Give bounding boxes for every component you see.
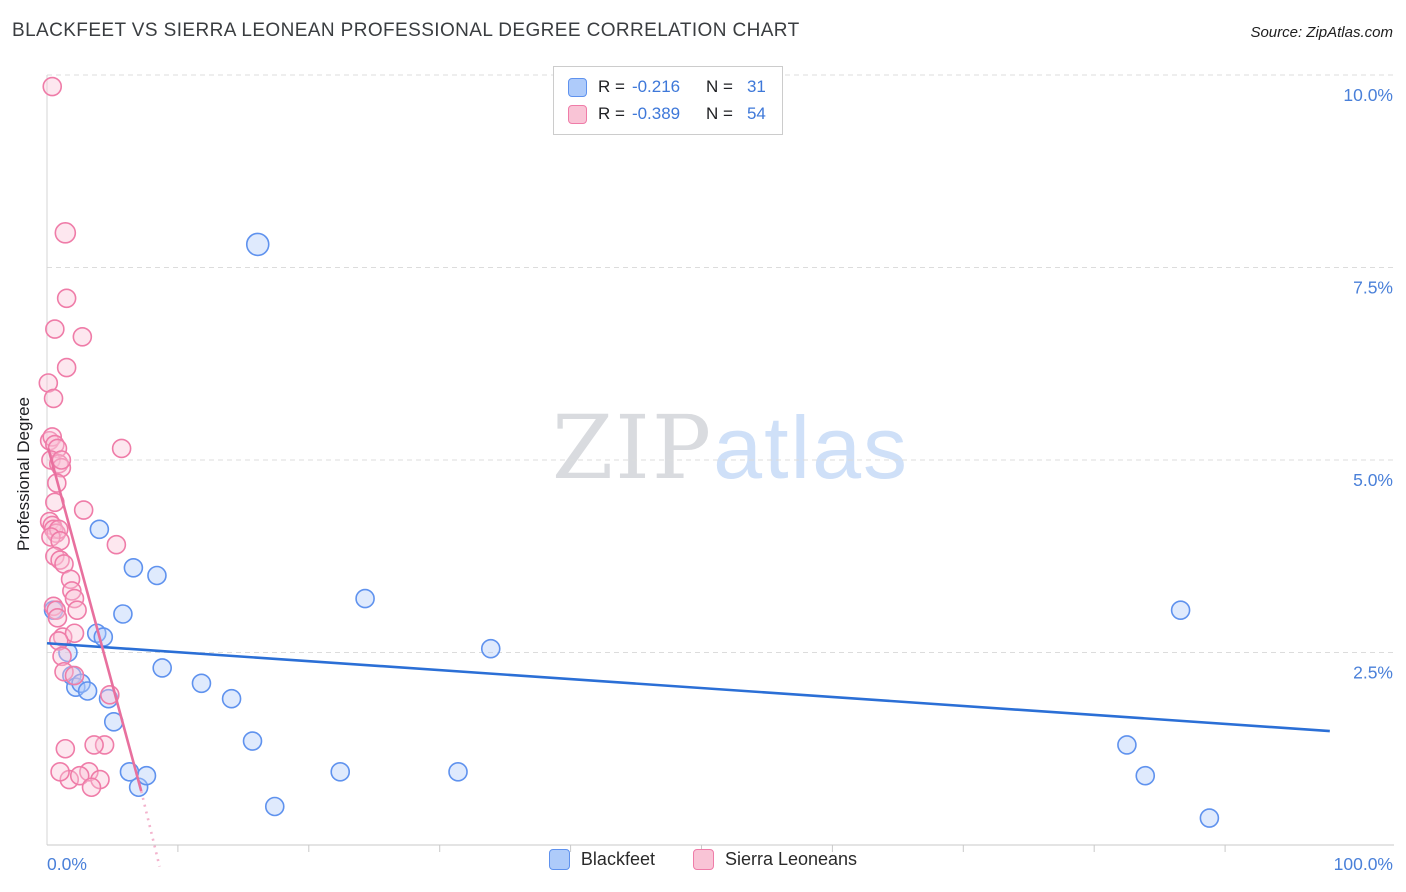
data-point-blackfeet xyxy=(448,762,468,782)
data-point-sierra-leoneans xyxy=(47,608,68,628)
legend-label-sierra-leoneans: Sierra Leoneans xyxy=(724,849,858,869)
data-point-sierra-leoneans xyxy=(73,500,94,520)
data-point-sierra-leoneans xyxy=(72,326,93,347)
y-tick-label: 10.0% xyxy=(1343,85,1393,105)
data-point-sierra-leoneans xyxy=(64,665,85,686)
blackfeet-swatch xyxy=(568,77,587,97)
data-point-blackfeet xyxy=(77,681,98,701)
stats-row-sierra-leonean: R = -0.389 N = 54 xyxy=(568,104,766,124)
data-point-sierra-leoneans xyxy=(54,222,77,244)
data-point-blackfeet xyxy=(264,796,285,817)
data-point-sierra-leoneans xyxy=(81,777,102,798)
data-point-blackfeet xyxy=(245,232,270,257)
data-point-sierra-leoneans xyxy=(54,661,74,682)
y-tick-label: 7.5% xyxy=(1353,278,1393,298)
n-label: N = xyxy=(705,77,733,96)
data-point-blackfeet xyxy=(1199,808,1220,828)
data-point-blackfeet xyxy=(123,557,144,578)
r-value: -0.389 xyxy=(631,104,681,123)
data-point-sierra-leoneans xyxy=(67,600,87,620)
data-point-sierra-leoneans xyxy=(55,738,76,759)
data-point-blackfeet xyxy=(330,762,351,782)
data-point-blackfeet xyxy=(1170,600,1191,620)
data-point-sierra-leoneans xyxy=(69,765,90,786)
data-point-sierra-leoneans xyxy=(42,76,63,97)
data-point-blackfeet xyxy=(136,765,157,786)
data-point-sierra-leoneans xyxy=(45,319,65,339)
legend-item-blackfeet: Blackfeet xyxy=(548,849,655,870)
data-point-blackfeet xyxy=(71,673,91,694)
data-point-sierra-leoneans xyxy=(106,534,127,555)
legend: Blackfeet Sierra Leoneans xyxy=(0,849,1406,870)
correlation-stats-legend: R = -0.216 N = 31 R = -0.389 N = 54 xyxy=(553,66,783,135)
data-point-blackfeet xyxy=(152,658,172,678)
x-tick-label: 100.0% xyxy=(1334,854,1393,874)
sierra-leonean-swatch xyxy=(568,104,587,124)
blackfeet-legend-swatch xyxy=(548,849,570,870)
stats-row-blackfeet: R = -0.216 N = 31 xyxy=(568,77,766,97)
data-point-sierra-leoneans xyxy=(64,623,85,644)
watermark-zip: ZIP xyxy=(552,396,714,499)
r-value: -0.216 xyxy=(631,77,681,96)
legend-item-sierra-leoneans: Sierra Leoneans xyxy=(692,849,858,870)
sierra-leoneans-legend-swatch xyxy=(692,849,714,870)
data-point-blackfeet xyxy=(242,731,263,751)
source-attribution: Source: ZipAtlas.com xyxy=(1250,24,1393,41)
n-value: 31 xyxy=(746,77,766,96)
data-point-sierra-leoneans xyxy=(46,600,66,620)
chart-title: BLACKFEET VS SIERRA LEONEAN PROFESSIONAL… xyxy=(12,20,800,41)
trendline-sierra-leoneans xyxy=(47,448,143,792)
data-point-sierra-leoneans xyxy=(84,735,104,755)
data-point-blackfeet xyxy=(221,688,242,709)
data-point-sierra-leoneans xyxy=(94,735,115,755)
data-point-blackfeet xyxy=(191,673,212,694)
x-tick-label: 0.0% xyxy=(47,854,87,874)
y-tick-label: 5.0% xyxy=(1353,470,1393,490)
data-point-sierra-leoneans xyxy=(111,438,132,459)
data-point-sierra-leoneans xyxy=(50,762,70,782)
y-tick-label: 2.5% xyxy=(1353,663,1393,683)
data-point-blackfeet xyxy=(480,638,501,659)
data-point-sierra-leoneans xyxy=(51,450,72,470)
trendline-sierra-leoneans xyxy=(139,790,161,867)
r-label: R = xyxy=(598,104,625,123)
r-label: R = xyxy=(598,77,625,96)
data-point-sierra-leoneans xyxy=(56,357,77,378)
data-point-sierra-leoneans xyxy=(56,288,77,309)
watermark-atlas: atlas xyxy=(713,398,910,497)
trendline-blackfeet xyxy=(46,641,1330,733)
data-point-sierra-leoneans xyxy=(42,427,63,447)
data-point-blackfeet xyxy=(355,588,375,609)
n-value: 54 xyxy=(746,104,766,123)
data-point-blackfeet xyxy=(147,565,167,586)
data-point-sierra-leoneans xyxy=(43,388,64,409)
data-point-blackfeet xyxy=(1135,765,1156,786)
y-axis-title: Professional Degree xyxy=(14,396,33,552)
data-point-sierra-leoneans xyxy=(64,588,85,609)
legend-label-blackfeet: Blackfeet xyxy=(580,849,655,869)
data-point-blackfeet xyxy=(89,519,110,540)
n-label: N = xyxy=(705,104,733,123)
watermark: ZIPatlas xyxy=(552,404,909,492)
data-point-blackfeet xyxy=(1117,735,1137,755)
data-point-blackfeet xyxy=(113,604,133,624)
data-point-sierra-leoneans xyxy=(62,581,82,601)
data-point-sierra-leoneans xyxy=(52,646,72,667)
